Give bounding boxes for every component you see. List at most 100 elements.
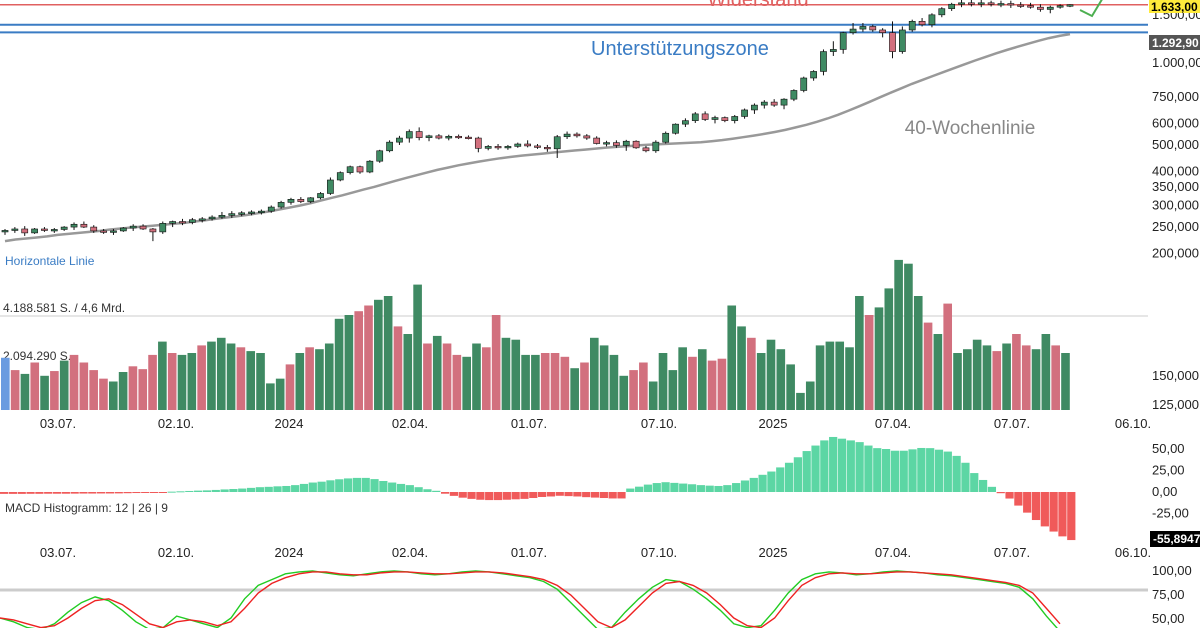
candle-body: [948, 3, 956, 9]
candle-body: [800, 77, 808, 91]
macd-bar: [476, 492, 485, 500]
macd-bar: [17, 492, 26, 494]
candle-body: [899, 29, 906, 52]
macd-bar: [978, 479, 988, 492]
volume-bar: [619, 375, 629, 410]
candle: [169, 220, 176, 228]
macd-bar: [926, 448, 935, 492]
x-tick-label: 02.10.: [158, 545, 194, 560]
candle: [544, 144, 551, 152]
volume-bar: [805, 381, 815, 410]
macd-bar: [405, 485, 414, 492]
volume-bar: [796, 392, 805, 410]
macd-bar: [88, 492, 97, 494]
price-tick-label: 750,000: [1152, 89, 1199, 104]
volume-bar: [668, 370, 678, 410]
candle-body: [938, 8, 946, 16]
candle: [751, 103, 758, 114]
macd-bar: [211, 489, 220, 492]
macd-bar: [1023, 492, 1032, 513]
volume-bar: [266, 383, 275, 410]
x-tick-label: 07.04.: [875, 545, 911, 560]
candle-body: [139, 225, 147, 230]
candle-body: [336, 172, 344, 181]
volume-bar: [393, 326, 403, 410]
candle: [997, 0, 1005, 8]
support-zone-label: Unterstützungszone: [591, 38, 769, 60]
candle-body: [760, 101, 768, 106]
volume-bar: [442, 343, 452, 410]
candle-body: [376, 150, 384, 162]
volume-bar: [717, 358, 727, 410]
volume-bar: [913, 296, 923, 410]
candle: [1007, 0, 1015, 8]
candle-body: [425, 135, 433, 138]
volume-bar: [864, 315, 874, 410]
candle-body: [474, 137, 482, 149]
volume-bar: [737, 326, 746, 410]
candle: [1037, 4, 1044, 12]
candle-body: [751, 104, 758, 111]
candle: [613, 140, 620, 148]
macd-bar: [961, 462, 970, 492]
candle: [80, 221, 88, 229]
candle-body: [918, 21, 926, 26]
volume-bar: [30, 362, 40, 410]
candle-body: [258, 210, 265, 213]
macd-bar: [255, 487, 264, 492]
candle-body: [297, 199, 305, 202]
candle: [790, 89, 798, 102]
price-tick-label: 250,000: [1152, 219, 1199, 234]
macd-bar: [652, 483, 661, 492]
candle-body: [652, 141, 660, 152]
macd-bar: [176, 491, 185, 493]
volume-bar: [108, 381, 118, 410]
candle: [405, 129, 413, 143]
candle: [179, 218, 186, 226]
volume-bar: [972, 339, 982, 410]
x-tick-label: 2025: [759, 416, 788, 431]
candle-body: [455, 135, 462, 139]
candle: [642, 145, 650, 153]
candle: [504, 144, 512, 150]
volume-bar: [550, 353, 560, 410]
candle-body: [100, 230, 107, 233]
volume-bar: [786, 364, 795, 410]
volume-bar: [20, 373, 30, 410]
volume-bar: [472, 343, 481, 410]
macd-bar: [1014, 492, 1023, 506]
candle-body: [119, 227, 127, 232]
macd-bar: [1040, 492, 1049, 527]
price-tick-label: 125,000: [1152, 397, 1199, 412]
candle-body: [129, 225, 137, 229]
macd-label: MACD Histogramm: 12 | 26 | 9: [5, 501, 168, 515]
volume-bar: [845, 347, 854, 410]
candle-body: [1056, 5, 1064, 8]
volume-bar: [855, 296, 864, 410]
candle: [119, 227, 127, 232]
volume-bar: [511, 339, 521, 410]
x-tick-label: 01.07.: [511, 545, 547, 560]
candle-body: [80, 223, 88, 228]
candle-body: [682, 120, 689, 125]
candle-body: [307, 197, 315, 202]
candle-body: [198, 218, 206, 221]
candle: [780, 98, 788, 110]
macd-bar: [873, 448, 882, 492]
macd-bar: [908, 449, 917, 492]
price-tick-label: 300,000: [1152, 197, 1199, 212]
volume-bar: [825, 341, 835, 410]
volume-bar: [315, 349, 324, 410]
candle-body: [731, 116, 739, 121]
volume-bar: [835, 341, 845, 410]
candle-body: [593, 137, 601, 144]
macd-bar: [635, 486, 644, 492]
candle: [682, 118, 689, 127]
candle: [1, 228, 9, 235]
candle-body: [997, 3, 1005, 6]
macd-bar: [158, 492, 167, 493]
candle: [899, 26, 906, 54]
volume-bar: [678, 347, 687, 410]
candle: [859, 22, 867, 32]
candle: [50, 228, 58, 233]
